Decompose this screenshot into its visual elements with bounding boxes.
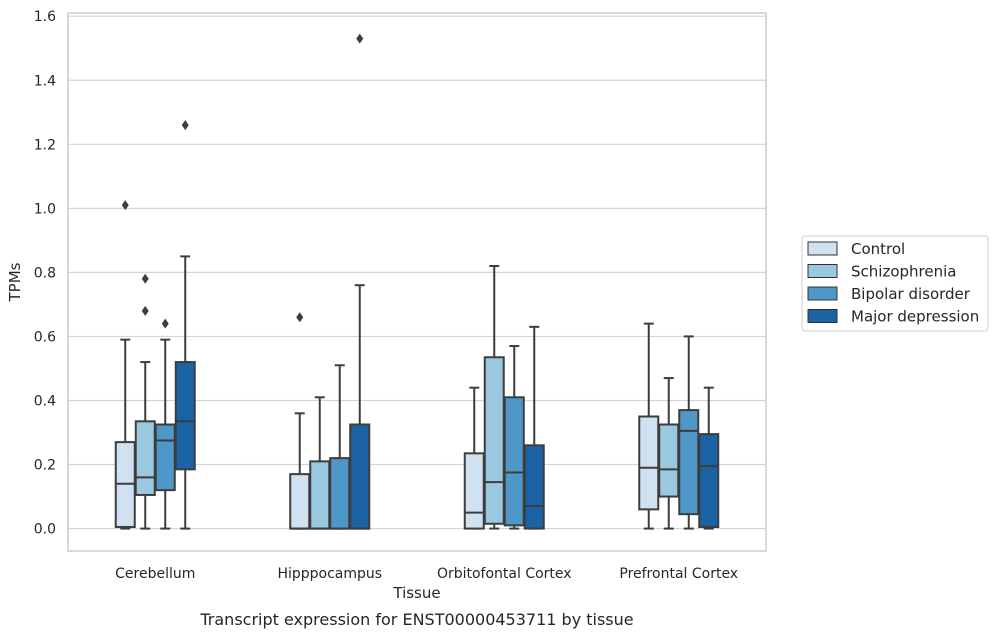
legend-label: Major depression [851, 308, 979, 326]
box [503, 396, 525, 527]
y-tick-label: 0.4 [34, 393, 56, 409]
y-axis-label: TPMs [6, 262, 24, 302]
box [154, 423, 176, 492]
y-tick-label: 1.0 [34, 201, 56, 217]
outlier-marker [121, 200, 129, 211]
box-group [134, 273, 156, 530]
box [678, 409, 700, 516]
box [463, 452, 485, 530]
box-group [329, 364, 351, 530]
legend: Control Schizophrenia Bipolar disorder Majo… [801, 235, 989, 332]
y-axis: 0.0 0.2 0.4 0.6 0.8 1.0 1.2 1.4 1.6 [34, 9, 56, 537]
x-axis: Cerebellum Hipppocampus Orbitofontal Corte… [115, 566, 738, 582]
plot-frame [67, 12, 767, 552]
y-tick-label: 0.8 [34, 265, 56, 281]
y-tick-label: 1.6 [34, 9, 56, 25]
y-tick-label: 0.2 [34, 458, 56, 474]
box [638, 415, 660, 511]
box-group [114, 200, 136, 530]
box [309, 460, 331, 530]
legend-swatch [807, 241, 838, 256]
legend-frame [801, 235, 989, 332]
box-group [638, 322, 660, 530]
box-group [523, 325, 545, 530]
outlier-marker [141, 273, 149, 284]
box [658, 423, 680, 498]
box [289, 473, 311, 530]
box [349, 423, 371, 530]
outlier-marker [141, 305, 149, 316]
y-tick-label: 1.2 [34, 137, 56, 153]
x-tick-label: Prefrontal Cortex [619, 566, 738, 582]
box [698, 433, 720, 528]
box-group [309, 396, 331, 530]
x-axis-label: Tissue [392, 584, 440, 602]
chart-caption: Transcript expression for ENST0000045371… [199, 610, 633, 629]
x-tick-label: Hipppocampus [277, 566, 382, 582]
legend-label: Schizophrenia [851, 263, 956, 281]
box-group [658, 377, 680, 530]
legend-swatch [807, 309, 838, 323]
box [174, 361, 196, 471]
box [329, 457, 351, 530]
box-group [349, 33, 371, 530]
legend-swatch [807, 264, 838, 278]
box [523, 444, 545, 530]
box-group [174, 120, 196, 530]
y-tick-label: 0.6 [34, 329, 56, 345]
box-plots [114, 33, 720, 530]
box-group [463, 386, 485, 530]
legend-label: Bipolar disorder [851, 285, 971, 303]
box-group [698, 386, 720, 530]
outlier-marker [356, 33, 364, 44]
box-group [289, 312, 311, 530]
box-group [154, 318, 176, 530]
legend-label: Control [851, 240, 905, 258]
box-group [503, 345, 525, 530]
outlier-marker [161, 318, 169, 329]
y-tick-label: 1.4 [34, 73, 56, 89]
legend-swatch [807, 286, 838, 301]
box [483, 356, 505, 525]
x-tick-label: Cerebellum [115, 566, 195, 582]
box-group [678, 335, 700, 530]
box-group [483, 264, 505, 530]
outlier-marker [296, 312, 304, 323]
outlier-marker [181, 120, 189, 131]
box [134, 420, 156, 496]
x-tick-label: Orbitofontal Cortex [437, 566, 572, 582]
y-tick-label: 0.0 [34, 522, 56, 538]
